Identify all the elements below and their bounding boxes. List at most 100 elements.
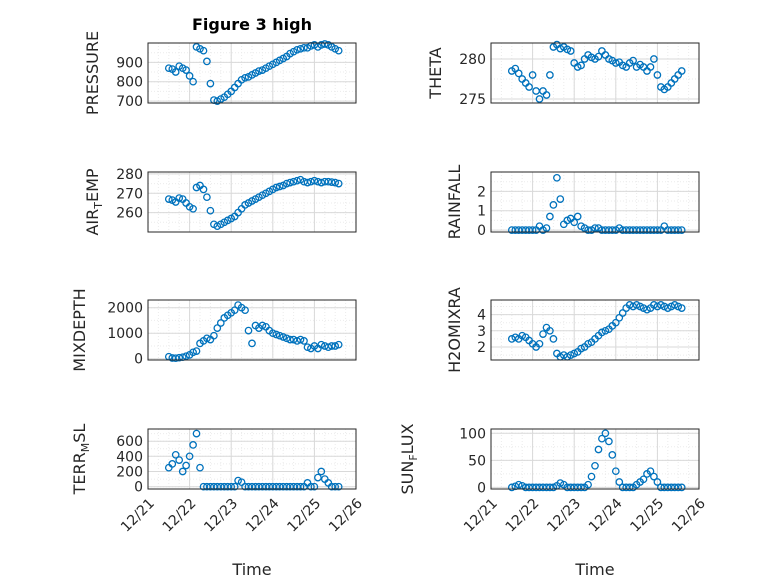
ytick-label: 50: [468, 453, 486, 469]
data-point: [189, 77, 197, 86]
ylabel-sun-flux: SUNFLUX: [398, 423, 420, 494]
data-point: [268, 329, 277, 338]
data-point: [677, 304, 686, 312]
data-point: [594, 52, 603, 61]
ylabel-rainfall: RAINFALL: [445, 165, 464, 240]
data-point: [185, 452, 194, 461]
xtick-label: 12/22: [503, 496, 543, 536]
data-point: [591, 461, 599, 470]
axes-box-pressure: [147, 42, 357, 104]
data-point: [674, 483, 683, 492]
ytick-label: 2: [477, 340, 486, 356]
data-point: [650, 472, 658, 481]
plot-layer-air-temp: 260 270 280: [116, 167, 357, 233]
data-point: [653, 478, 662, 486]
data-point: [175, 353, 184, 362]
xlabel-left: Time: [231, 560, 271, 579]
data-point: [192, 347, 201, 355]
data-point: [189, 441, 197, 449]
data-point: [646, 467, 655, 476]
data-point: [182, 66, 190, 74]
data-point: [216, 319, 225, 327]
xtick-label: 12/24: [586, 496, 626, 536]
data-point: [674, 226, 683, 234]
ytick-label: 200: [116, 465, 143, 481]
data-point: [618, 309, 627, 317]
data-point: [677, 483, 686, 492]
data-point: [171, 354, 180, 363]
data-point: [241, 306, 249, 315]
data-point: [275, 182, 284, 191]
axes-box-terr-msl: [147, 428, 357, 490]
data-point: [327, 342, 336, 350]
ytick-label: 0: [134, 480, 143, 496]
data-point: [546, 326, 554, 335]
data-point: [303, 178, 312, 187]
axes-box-air-temp: [147, 171, 357, 233]
data-point: [178, 467, 187, 476]
ytick-label: 0: [477, 223, 486, 239]
xtick-label: 12/23: [201, 496, 241, 536]
data-point: [528, 226, 537, 234]
data-point: [203, 334, 211, 343]
data-point: [286, 178, 294, 187]
subplot-sun-flux: 0 50 100 12/21 12/22 12/23 12/24 12/25 12/26 SUN…: [398, 423, 709, 535]
xtick-label: 12/22: [160, 496, 200, 536]
data-point: [566, 47, 575, 55]
data-point: [320, 40, 329, 48]
ytick-label: 4: [477, 308, 486, 324]
xtick-label: 12/25: [284, 496, 324, 536]
data-point: [230, 306, 239, 315]
xtick-label: 12/21: [118, 496, 158, 536]
ytick-label: 1000: [107, 326, 143, 342]
data-point: [611, 467, 620, 476]
xtick-label: 12/25: [627, 496, 667, 536]
figure-title: Figure 3 high: [192, 15, 312, 34]
data-point: [289, 177, 298, 186]
data-point: [334, 482, 343, 491]
data-point: [210, 331, 218, 340]
data-point: [598, 47, 606, 55]
data-point: [639, 475, 648, 484]
data-point: [189, 348, 197, 357]
data-point: [535, 339, 544, 348]
data-point: [185, 72, 194, 80]
data-point: [587, 472, 596, 481]
axes-box-theta: [490, 42, 700, 104]
data-point: [327, 178, 336, 186]
axes-box-mixdepth: [147, 299, 357, 361]
data-point: [650, 55, 658, 63]
data-point: [227, 482, 236, 491]
data-point: [611, 59, 620, 67]
data-point: [577, 61, 585, 70]
ytick-label: 270: [116, 186, 143, 202]
subplot-h2omixra: 234 H2OMIXRA: [445, 287, 700, 373]
data-point: [549, 335, 558, 343]
data-point: [573, 212, 582, 221]
ytick-label: 2: [477, 184, 486, 200]
xtick-label: 12/23: [544, 496, 584, 536]
data-point: [272, 330, 281, 339]
plot-layer-sun-flux: 0 50 100 12/21 12/22 12/23 12/24 12/25 12/26: [459, 426, 709, 535]
data-point: [279, 333, 288, 341]
data-point: [542, 91, 551, 99]
data-point: [594, 445, 603, 454]
data-point: [168, 460, 177, 468]
subplot-air-temp: 260 270 280 AIRTEMP: [83, 167, 357, 236]
data-point: [539, 330, 547, 338]
data-point: [514, 69, 523, 78]
ytick-label: 0: [134, 352, 143, 368]
data-point: [601, 429, 610, 438]
ylabel-terr-msl: TERRMSL: [70, 424, 92, 496]
ylabel-pressure: PRESSURE: [83, 31, 102, 115]
data-point: [164, 64, 173, 73]
axes-box-rainfall: [490, 171, 700, 233]
data-point: [272, 183, 281, 192]
xlabel-right: Time: [574, 560, 614, 579]
data-point: [248, 339, 256, 348]
data-point: [199, 185, 208, 194]
data-point: [549, 201, 558, 209]
data-point: [608, 226, 617, 234]
